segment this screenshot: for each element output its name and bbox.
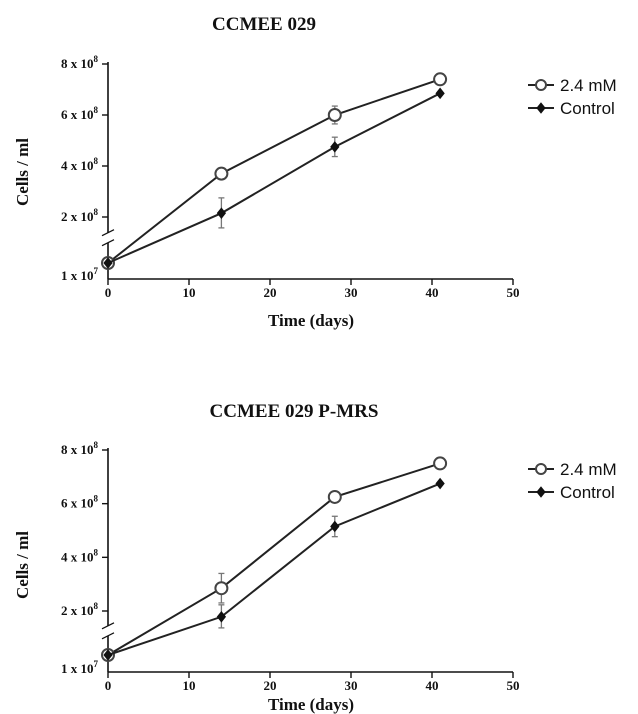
data-point-diamond <box>330 141 340 153</box>
y-axis-label: Cells / ml <box>13 138 32 206</box>
legend-entry-label: Control <box>560 483 615 502</box>
data-point-diamond <box>216 610 227 623</box>
x-tick-label: 50 <box>507 678 520 693</box>
chart-title: CCMEE 029 <box>212 14 316 35</box>
y-tick-label: 4 x 108 <box>61 547 99 564</box>
axis-break-mark <box>101 229 115 237</box>
y-tick-label: 6 x 108 <box>61 494 99 511</box>
x-tick-label: 0 <box>105 285 112 300</box>
plot-area: 1 x 107 2 x 108 4 x 108 6 x 108 8 x 108 0 10 20… <box>61 54 617 300</box>
data-point-open-circle <box>327 108 342 122</box>
plot-area: 1 x 107 2 x 108 4 x 108 6 x 108 8 x 108 0 10 20… <box>61 440 617 693</box>
legend-marker-diamond <box>536 486 546 498</box>
y-tick-label: 1 x 107 <box>61 266 99 283</box>
x-tick-label: 30 <box>345 285 358 300</box>
x-tick-label: 0 <box>105 678 112 693</box>
legend-entry-label: 2.4 mM <box>560 76 617 95</box>
data-point-open-circle <box>214 581 229 596</box>
x-axis-label: Time (days) <box>268 311 354 330</box>
chart-title: CCMEE 029 P-MRS <box>210 401 379 422</box>
y-tick-label: 8 x 108 <box>61 440 99 457</box>
axis-break-mark <box>101 239 115 247</box>
series-line-treatment <box>107 462 441 656</box>
data-point-diamond <box>103 649 113 661</box>
x-tick-label: 50 <box>507 285 520 300</box>
chart-panel-ccmee-029: CCMEE 029 Cells / ml Time (days) 1 x 107… <box>13 14 617 330</box>
legend-marker-open-circle <box>535 79 547 91</box>
x-tick-label: 20 <box>264 678 277 693</box>
x-tick-label: 40 <box>426 678 439 693</box>
data-point-diamond <box>103 257 113 269</box>
series-line-treatment <box>107 78 441 264</box>
data-point-diamond <box>216 207 227 219</box>
legend-entry-label: 2.4 mM <box>560 460 617 479</box>
data-point-open-circle <box>433 456 448 471</box>
y-tick-label: 1 x 107 <box>61 659 99 676</box>
y-tick-label: 2 x 108 <box>61 207 99 224</box>
y-tick-label: 6 x 108 <box>61 105 99 122</box>
data-point-open-circle <box>433 72 448 87</box>
x-tick-label: 40 <box>426 285 439 300</box>
y-tick-label: 4 x 108 <box>61 156 99 173</box>
x-axis-label: Time (days) <box>268 695 354 714</box>
y-tick-label: 8 x 108 <box>61 54 99 71</box>
chart-panel-ccmee-029-p-mrs: CCMEE 029 P-MRS Cells / ml Time (days) 1… <box>13 401 617 714</box>
x-tick-label: 10 <box>183 678 196 693</box>
x-tick-label: 30 <box>345 678 358 693</box>
y-tick-label: 2 x 108 <box>61 601 99 618</box>
data-point-diamond <box>435 477 445 490</box>
legend-entry-label: Control <box>560 99 615 118</box>
x-tick-label: 20 <box>264 285 277 300</box>
data-point-open-circle <box>327 489 342 504</box>
data-point-diamond <box>435 87 445 100</box>
x-tick-label: 10 <box>183 285 196 300</box>
legend-marker-diamond <box>536 102 546 114</box>
series-line-control <box>107 482 441 656</box>
data-point-open-circle <box>214 166 229 181</box>
axis-break-mark <box>101 632 115 640</box>
legend-marker-open-circle <box>535 463 547 475</box>
series-line-control <box>107 92 441 264</box>
data-point-diamond <box>330 520 340 533</box>
axis-break-mark <box>101 622 115 630</box>
y-axis-label: Cells / ml <box>13 531 32 599</box>
